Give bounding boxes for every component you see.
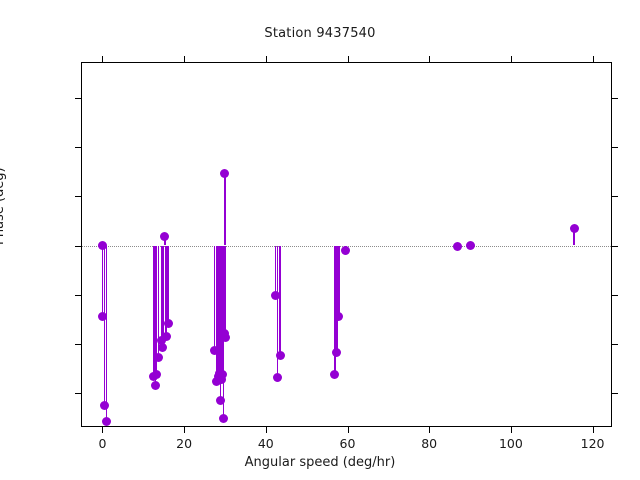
data-point (452, 241, 462, 251)
x-axis-tick-label: 100 (498, 436, 523, 451)
data-stem (155, 245, 158, 375)
data-point (158, 342, 168, 352)
x-axis-tick-label: 0 (98, 436, 107, 451)
data-stem (274, 245, 277, 296)
data-stem (334, 245, 336, 375)
data-point (569, 224, 579, 234)
x-axis-tick-top (510, 56, 512, 63)
data-stem (165, 245, 167, 337)
data-stem (338, 245, 340, 317)
data-stem (224, 173, 226, 246)
data-point (151, 381, 161, 391)
data-point (341, 245, 351, 255)
y-axis-tick-right (611, 245, 618, 247)
data-stem (573, 228, 575, 246)
data-stem (219, 245, 222, 401)
data-point (465, 241, 475, 250)
x-axis-tick-label: 120 (580, 436, 605, 451)
x-axis-tick-top (102, 56, 104, 63)
data-point (160, 232, 170, 242)
data-stem (276, 245, 279, 378)
data-stem (157, 245, 160, 358)
data-stem (167, 245, 169, 324)
data-point (273, 373, 283, 383)
y-axis-tick (75, 393, 82, 395)
data-point (271, 291, 281, 301)
x-axis-tick-top (184, 56, 186, 63)
x-axis-tick-label: 80 (421, 436, 438, 451)
y-axis-tick (75, 245, 82, 247)
data-stem (164, 236, 166, 246)
y-axis-tick (75, 97, 82, 99)
data-point (215, 395, 225, 405)
y-axis-tick-right (611, 344, 618, 346)
x-axis-tick-top (429, 56, 431, 63)
data-point (102, 416, 111, 426)
data-point (218, 413, 228, 423)
data-stem (279, 245, 281, 356)
data-point (218, 370, 227, 380)
data-point (332, 347, 342, 357)
data-stem (101, 245, 104, 317)
data-stem (217, 245, 219, 377)
x-axis-tick-label: 60 (339, 436, 356, 451)
data-stem (154, 245, 157, 386)
data-stem (223, 245, 226, 334)
data-point (163, 318, 173, 328)
y-axis-tick (75, 196, 82, 198)
data-stem (218, 245, 220, 374)
data-point (161, 331, 171, 341)
x-axis-tick-label: 20 (176, 436, 193, 451)
y-axis-tick (75, 146, 82, 148)
data-point (217, 375, 227, 385)
data-stem (213, 245, 216, 351)
x-axis-tick (592, 426, 594, 433)
data-stem (221, 245, 224, 375)
data-stem (336, 245, 338, 353)
y-axis-tick-right (611, 294, 618, 296)
y-axis-tick-right (611, 196, 618, 198)
data-point (99, 400, 109, 410)
data-stem (162, 245, 164, 348)
y-axis-tick-right (611, 393, 618, 395)
x-axis-tick-top (347, 56, 349, 63)
data-stem (153, 245, 155, 377)
x-axis-tick (265, 426, 267, 433)
data-point (211, 377, 221, 387)
data-stem (160, 245, 163, 341)
plot-area (82, 63, 611, 426)
x-axis-tick (510, 426, 512, 433)
x-axis-tick (102, 426, 104, 433)
data-point (330, 370, 340, 380)
data-stem (215, 245, 218, 382)
data-point (157, 335, 167, 345)
x-axis-tick-top (265, 56, 267, 63)
x-axis-title: Angular speed (deg/hr) (244, 455, 396, 470)
x-axis-tick-label: 40 (257, 436, 274, 451)
data-point (275, 351, 285, 361)
data-point (153, 353, 163, 363)
chart-title: Station 9437540 (264, 26, 376, 41)
data-stem (105, 245, 108, 422)
data-stem (220, 245, 223, 380)
data-point (97, 312, 107, 322)
data-stem (224, 245, 227, 338)
y-axis-title: Phase (deg) (0, 167, 7, 245)
data-point (152, 370, 162, 380)
data-point (334, 312, 344, 322)
data-point (220, 168, 230, 178)
x-axis-tick (429, 426, 431, 433)
x-axis-tick-top (592, 56, 594, 63)
x-axis-tick (184, 426, 186, 433)
data-stem (103, 245, 106, 406)
plot-frame: -150-100-50050100150020406080100120 (75, 56, 618, 451)
y-axis-tick-right (611, 146, 618, 148)
y-axis-tick (75, 294, 82, 296)
y-axis-tick-right (611, 97, 618, 99)
x-axis-tick (347, 426, 349, 433)
data-point (220, 332, 230, 342)
data-point (209, 345, 219, 355)
y-axis-tick (75, 344, 82, 346)
